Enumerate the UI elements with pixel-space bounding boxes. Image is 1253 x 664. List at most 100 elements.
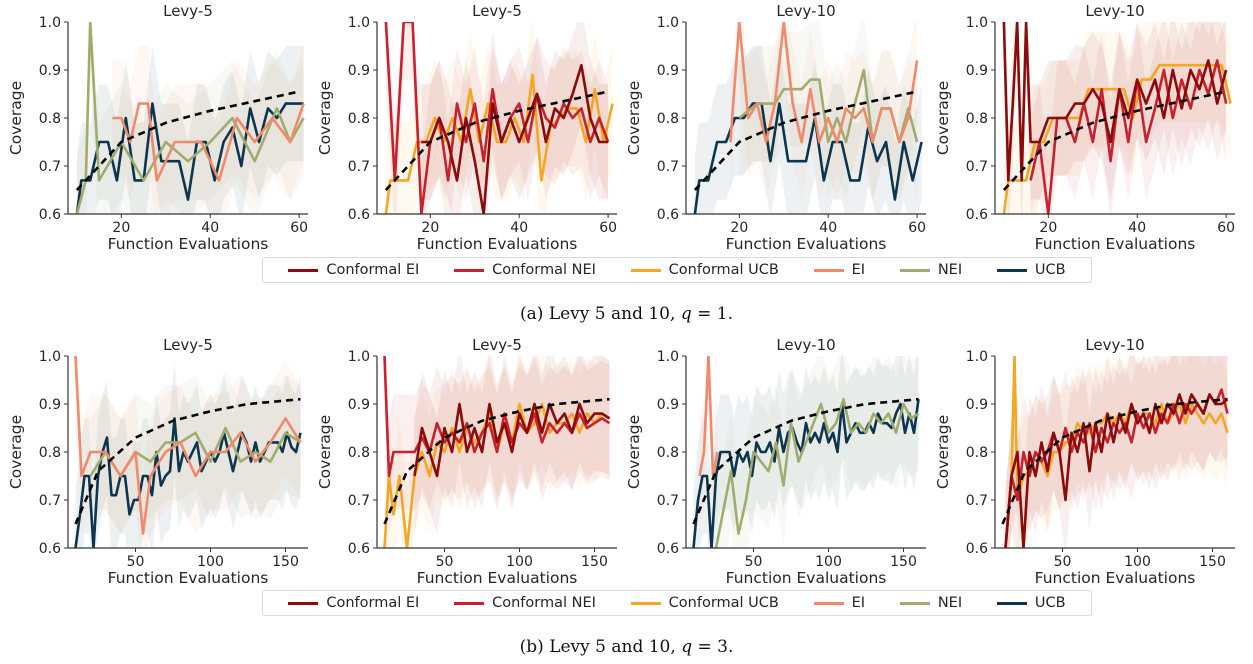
y-tick-label: 0.8 [966,111,988,127]
x-tick-label: 100 [1124,554,1151,570]
x-tick-label: 60 [1217,220,1235,236]
y-tick-label: 0.6 [966,207,988,223]
legend-item-conformal-ei: Conformal EI [288,262,419,278]
series-line-ei [74,356,302,535]
confidence-band [414,356,610,534]
x-tick-label: 50 [1054,554,1072,570]
chart-panel: 0.6 0.7 0.8 0.9 1.0 50 100 150 Levy-10 Function E… [625,336,926,587]
confidence-band [699,356,718,534]
y-axis-label: Coverage [625,81,643,155]
caption-a-suffix: = 1. [691,304,733,324]
x-tick-label: 40 [819,220,837,236]
legend-item-conformal-nei: Conformal NEI [454,595,596,611]
legend-label: Conformal EI [326,262,420,278]
x-tick-label: 20 [730,220,748,236]
caption-a-prefix: (a) Levy 5 and 10, [520,304,681,324]
x-tick-label: 150 [890,554,917,570]
y-tick-label: 0.9 [657,397,679,413]
x-tick-label: 100 [197,554,224,570]
x-axis-label: Function Evaluations [1035,569,1196,587]
y-axis-label: Coverage [7,415,25,489]
legend-label: Conformal UCB [668,262,779,278]
y-tick-label: 0.8 [657,111,679,127]
panel-title: Levy-10 [776,336,835,354]
y-axis-label: Coverage [316,81,334,155]
legend-label: UCB [1034,595,1066,611]
y-tick-label: 0.7 [966,159,988,175]
y-axis-label: Coverage [934,415,952,489]
series-line-conformal-ei [421,63,609,214]
legend-item-nei: NEI [899,262,963,278]
chart-panel: 0.6 0.7 0.8 0.9 1.0 50 100 150 Levy-5 Function Ev… [7,336,308,587]
series-line-ei [698,356,719,478]
legend-swatch-ucb [996,601,1027,605]
y-tick-label: 0.6 [657,541,679,557]
y-tick-label: 0.6 [966,541,988,557]
y-tick-label: 1.0 [966,15,988,31]
y-tick-label: 1.0 [348,15,370,31]
legend-swatch-ei [813,601,844,605]
y-tick-label: 0.8 [966,445,988,461]
x-axis-label: Function Evaluations [108,569,269,587]
target-coverage-line [1001,397,1228,525]
x-axis-label: Function Evaluations [108,235,269,253]
y-tick-label: 0.8 [657,445,679,461]
caption-b-suffix: = 3. [692,637,734,657]
y-tick-label: 0.8 [39,111,61,127]
y-tick-label: 0.6 [657,207,679,223]
panel-title: Levy-10 [776,2,835,20]
y-tick-label: 0.6 [348,541,370,557]
plot-area [693,22,923,214]
chart-panel: 0.6 0.7 0.8 0.9 1.0 20 40 60 Levy-5 Function Eval… [316,2,617,253]
legend-swatch-nei [899,601,930,605]
confidence-band [694,46,922,214]
y-axis-label: Coverage [7,81,25,155]
target-coverage-line [692,397,919,525]
y-axis-label: Coverage [316,415,334,489]
target-coverage-line [384,90,609,191]
y-tick-label: 0.7 [657,493,679,509]
y-tick-label: 0.9 [966,63,988,79]
y-tick-label: 0.9 [348,397,370,413]
y-tick-label: 0.7 [657,159,679,175]
y-tick-label: 1.0 [657,349,679,365]
x-tick-label: 60 [290,220,308,236]
x-tick-label: 40 [510,220,528,236]
y-tick-label: 1.0 [348,349,370,365]
chart-panel: 0.6 0.7 0.8 0.9 1.0 20 40 60 Levy-10 Function Eva… [625,2,926,253]
legend-label: NEI [937,262,963,278]
y-axis-label: Coverage [625,415,643,489]
y-tick-label: 1.0 [657,15,679,31]
legend-label: NEI [937,595,963,611]
confidence-band [385,22,613,214]
caption-b-var: q [681,637,693,657]
legend-item-conformal-ucb: Conformal UCB [630,595,779,611]
legend-item-conformal-ucb: Conformal UCB [630,262,779,278]
x-axis-label: Function Evaluations [417,235,578,253]
y-tick-label: 0.8 [348,445,370,461]
series-line-nei [714,397,920,548]
legend-label: Conformal NEI [492,262,596,278]
x-axis-label: Function Evaluations [726,569,887,587]
legend-swatch-ucb [996,268,1027,272]
legend-swatch-conformal-ucb [630,601,661,605]
x-tick-label: 100 [815,554,842,570]
y-axis-label: Coverage [934,81,952,155]
x-tick-label: 150 [581,554,608,570]
legend-item-ei: EI [813,262,865,278]
confidence-band [716,356,919,548]
panel-title: Levy-10 [1085,2,1144,20]
target-coverage-line [383,397,610,525]
y-tick-label: 0.7 [348,159,370,175]
legend-label: Conformal EI [326,595,420,611]
legend-swatch-conformal-ei [288,268,319,272]
y-tick-label: 0.9 [348,63,370,79]
legend-label: UCB [1034,262,1066,278]
series-line-conformal-ei [1004,393,1229,548]
legend-swatch-conformal-ei [288,601,319,605]
x-tick-label: 40 [201,220,219,236]
legend-item-conformal-ei: Conformal EI [288,595,419,611]
series-line-ucb [693,102,923,214]
panel-title: Levy-5 [472,336,522,354]
